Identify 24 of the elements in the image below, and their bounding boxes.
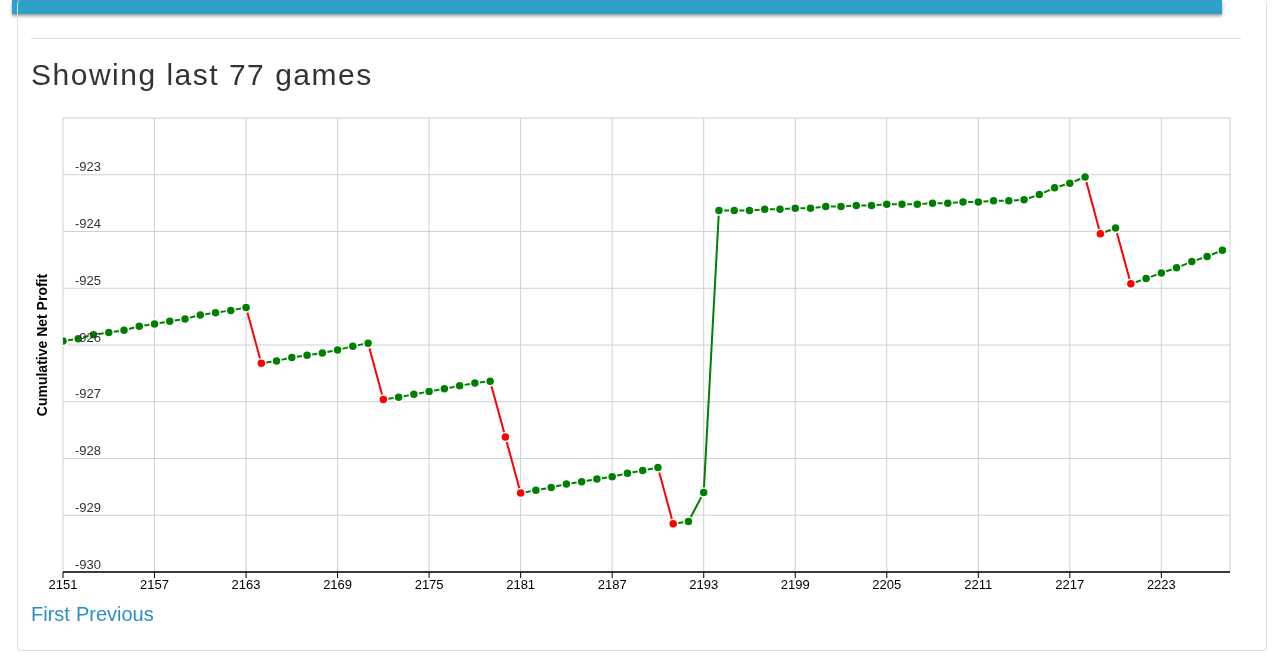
- x-tick-label: 2151: [48, 577, 78, 593]
- y-tick-label: -928: [75, 443, 102, 459]
- x-tick-label: 2199: [780, 577, 810, 593]
- x-tick-label: 2181: [506, 577, 536, 593]
- text: First: [31, 603, 70, 625]
- x-tick-label: 2175: [414, 577, 444, 593]
- y-tick-label: -927: [75, 386, 102, 402]
- x-tick-label: 2205: [872, 577, 902, 593]
- y-tick-label: -924: [75, 216, 102, 232]
- y-tick-label: -929: [75, 499, 102, 515]
- x-tick-label: 2157: [140, 577, 169, 593]
- x-tick-label: 2211: [964, 577, 993, 593]
- x-tick-label: 2187: [597, 577, 627, 593]
- x-tick-label: 2169: [323, 577, 353, 593]
- text: Previous: [75, 603, 154, 625]
- y-tick-label: -923: [75, 159, 102, 175]
- y-tick-label: -930: [75, 556, 102, 572]
- y-axis-title: Cumulative Net Profit: [34, 273, 50, 417]
- y-tick-label: -925: [75, 272, 102, 288]
- x-tick-label: 2217: [1055, 577, 1085, 593]
- chart-title: Showing last 77 games: [31, 58, 373, 92]
- x-tick-label: 2193: [689, 577, 719, 593]
- x-tick-label: 2223: [1146, 577, 1176, 593]
- x-tick-label: 2163: [231, 577, 261, 593]
